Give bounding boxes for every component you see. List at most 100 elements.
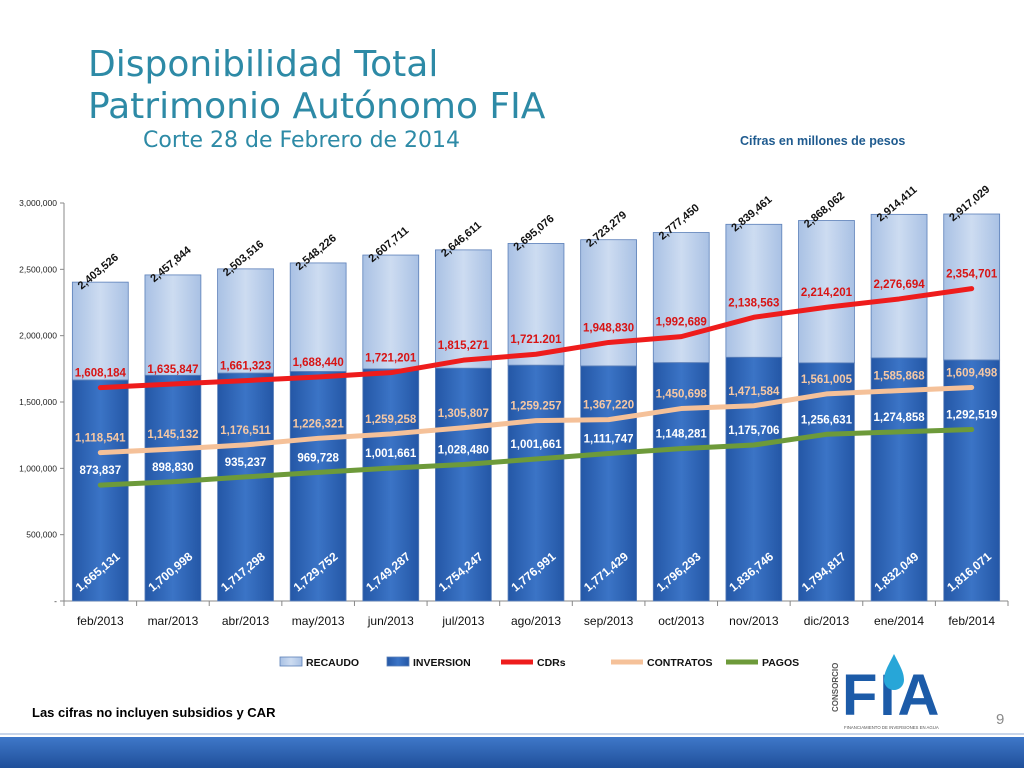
pagos-label: 898,830 — [152, 462, 194, 474]
bar-recaudo — [652, 232, 710, 364]
contratos-label: 1,118,541 — [75, 433, 126, 445]
pagos-label: 935,237 — [225, 457, 267, 469]
water-drop-icon — [884, 654, 904, 690]
bar-recaudo — [289, 262, 347, 372]
bar-inversion — [870, 357, 928, 602]
bar-inversion — [507, 364, 565, 602]
legend-label-contratos: CONTRATOS — [647, 657, 713, 669]
contratos-label: 1,450,698 — [656, 389, 708, 401]
bar-inversion — [580, 365, 637, 602]
pagos-label: 1,274,858 — [873, 412, 925, 424]
cdrs-label: 2,354,701 — [946, 269, 998, 281]
pagos-label: 1,175,706 — [728, 425, 779, 437]
contratos-label: 1,305,807 — [438, 408, 489, 420]
bar-recaudo — [362, 254, 420, 370]
x-tick-label: oct/2013 — [658, 614, 704, 628]
bar-inversion — [144, 374, 202, 602]
y-tick-label: 2,000,000 — [19, 331, 57, 341]
x-tick-label: jun/2013 — [367, 614, 414, 628]
bar-inversion — [652, 362, 710, 602]
page-number: 9 — [996, 711, 1005, 728]
cdrs-label: 1,815,271 — [438, 340, 490, 352]
x-tick-label: dic/2013 — [804, 614, 850, 628]
y-tick-label: 1,500,000 — [19, 397, 57, 407]
logo-tagline: FINANCIAMIENTO DE INVERSIONES EN AGUA — [844, 725, 939, 730]
cdrs-label: 1,948,830 — [583, 322, 634, 334]
x-tick-label: abr/2013 — [222, 614, 270, 628]
x-tick-label: feb/2014 — [948, 614, 995, 628]
chart-lines — [97, 286, 975, 488]
bar-recaudo — [144, 274, 202, 376]
x-tick-label: ago/2013 — [511, 614, 561, 628]
contratos-label: 1,609,498 — [946, 367, 998, 379]
x-tick-label: sep/2013 — [584, 614, 634, 628]
bar-recaudo — [71, 281, 129, 381]
slide-title-line-1: Disponibilidad Total — [88, 44, 439, 85]
cdrs-label: 1,661,323 — [220, 361, 271, 373]
bar-recaudo — [725, 223, 783, 358]
bar-inversion — [289, 371, 347, 602]
pagos-label: 1,148,281 — [656, 429, 708, 441]
bar-inversion — [71, 379, 129, 602]
chart-legend: RECAUDO INVERSION CDRs CONTRATOS PAGOS — [279, 656, 799, 669]
footer-band — [0, 737, 1024, 768]
pagos-label: 1,001,661 — [365, 448, 417, 460]
slide-subtitle: Corte 28 de Febrero de 2014 — [143, 128, 461, 153]
contratos-label: 1,145,132 — [147, 429, 198, 441]
bar-inversion — [943, 359, 1001, 602]
y-tick-label: 500,000 — [26, 530, 57, 540]
cdrs-label: 2,276,694 — [873, 279, 925, 291]
x-tick-label: nov/2013 — [729, 614, 779, 628]
x-tick-label: may/2013 — [292, 614, 345, 628]
cdrs-label: 1,721.201 — [510, 334, 562, 346]
y-tick-label: 3,000,000 — [19, 198, 57, 208]
legend-label-cdrs: CDRs — [537, 657, 566, 669]
pagos-label: 873,837 — [80, 465, 122, 477]
cdrs-label: 1,721,201 — [365, 353, 417, 365]
units-note: Cifras en millones de pesos — [740, 134, 906, 148]
logo-vertical-text: CONSORCIO — [831, 663, 840, 712]
bar-inversion — [435, 367, 492, 602]
pagos-label: 1,028,480 — [438, 445, 489, 457]
bar-inversion — [798, 362, 855, 602]
bar-inversion — [217, 372, 274, 602]
cdrs-label: 1,688,440 — [293, 357, 344, 369]
contratos-label: 1,471,584 — [728, 386, 780, 398]
pagos-label: 969,728 — [297, 452, 339, 464]
cdrs-label: 1,992,689 — [656, 317, 707, 329]
x-tick-label: ene/2014 — [874, 614, 924, 628]
y-tick-label: 1,000,000 — [19, 463, 57, 473]
pagos-label: 1,111,747 — [584, 434, 634, 446]
legend-label-pagos: PAGOS — [762, 657, 799, 669]
legend-label-recaudo: RECAUDO — [306, 657, 359, 669]
legend-swatch-inversion — [386, 656, 410, 667]
pagos-label: 1,256,631 — [801, 414, 853, 426]
cdrs-label: 1,608,184 — [75, 368, 127, 380]
bar-recaudo — [435, 249, 492, 369]
x-tick-label: feb/2013 — [77, 614, 124, 628]
bar-recaudo — [870, 213, 928, 359]
stacked-bar-line-chart: - 500,000 1,000,000 1,500,000 2,000,000 2,500… — [19, 183, 1009, 669]
contratos-label: 1,367,220 — [583, 400, 634, 412]
bar-inversion — [362, 368, 420, 602]
fia-logo: CONSORCIO FIA FINANCIAMIENTO DE INVERSIO… — [831, 654, 939, 730]
pagos-label: 1,292,519 — [946, 410, 997, 422]
bar-inversion — [725, 356, 783, 602]
cdrs-label: 1,635,847 — [147, 364, 198, 376]
contratos-label: 1,176,511 — [220, 425, 271, 437]
x-tick-label: jul/2013 — [441, 614, 484, 628]
contratos-label: 1,226,321 — [293, 418, 345, 430]
line-cdrs — [97, 286, 975, 391]
line-contratos — [97, 384, 975, 456]
pagos-label: 1,001,661 — [510, 439, 562, 451]
bar-recaudo — [507, 243, 565, 366]
cdrs-label: 2,214,201 — [801, 287, 853, 299]
x-tick-label: mar/2013 — [148, 614, 199, 628]
legend-label-inversion: INVERSION — [413, 657, 471, 669]
contratos-label: 1,585,868 — [873, 371, 925, 383]
cdrs-label: 2,138,563 — [728, 297, 779, 309]
contratos-label: 1,259,258 — [365, 414, 417, 426]
legend-swatch-recaudo — [279, 656, 303, 667]
contratos-label: 1,259.257 — [510, 401, 561, 413]
slide-title-line-2: Patrimonio Autónomo FIA — [88, 86, 546, 127]
